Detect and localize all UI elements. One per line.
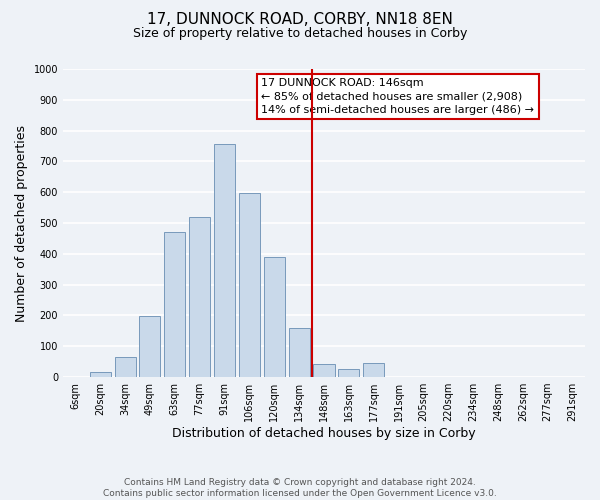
Bar (289, 328, 310, 377)
Bar (139, 316, 160, 377)
Text: 17, DUNNOCK ROAD, CORBY, NN18 8EN: 17, DUNNOCK ROAD, CORBY, NN18 8EN (147, 12, 453, 28)
Text: 17 DUNNOCK ROAD: 146sqm
← 85% of detached houses are smaller (2,908)
14% of semi: 17 DUNNOCK ROAD: 146sqm ← 85% of detache… (262, 78, 535, 114)
Text: Contains HM Land Registry data © Crown copyright and database right 2024.
Contai: Contains HM Land Registry data © Crown c… (103, 478, 497, 498)
Bar (363, 362, 384, 377)
Bar (239, 193, 260, 377)
Bar (214, 144, 235, 377)
Bar (338, 369, 359, 377)
X-axis label: Distribution of detached houses by size in Corby: Distribution of detached houses by size … (172, 427, 476, 440)
Bar (115, 357, 136, 377)
Y-axis label: Number of detached properties: Number of detached properties (15, 124, 28, 322)
Bar (164, 232, 185, 377)
Bar (89, 372, 111, 377)
Text: Size of property relative to detached houses in Corby: Size of property relative to detached ho… (133, 28, 467, 40)
Bar (263, 257, 285, 377)
Bar (189, 218, 210, 377)
Bar (313, 364, 335, 377)
